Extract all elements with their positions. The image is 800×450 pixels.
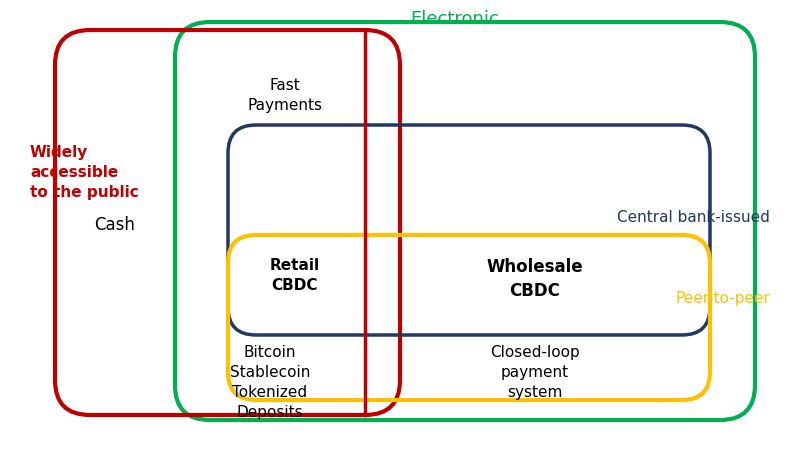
Text: Peer-to-peer: Peer-to-peer bbox=[675, 291, 770, 306]
Text: Widely
accessible
to the public: Widely accessible to the public bbox=[30, 145, 138, 200]
Text: Wholesale
CBDC: Wholesale CBDC bbox=[486, 258, 583, 300]
Text: Tokenized
Deposits: Tokenized Deposits bbox=[233, 385, 307, 420]
Text: Closed-loop
payment
system: Closed-loop payment system bbox=[490, 345, 580, 400]
Text: Stablecoin: Stablecoin bbox=[230, 365, 310, 380]
Text: Central bank-issued: Central bank-issued bbox=[617, 211, 770, 225]
Text: Cash: Cash bbox=[94, 216, 135, 234]
Text: Retail
CBDC: Retail CBDC bbox=[270, 258, 320, 293]
Text: Electronic: Electronic bbox=[410, 10, 499, 28]
Text: Fast
Payments: Fast Payments bbox=[247, 78, 322, 113]
Text: Bitcoin: Bitcoin bbox=[244, 345, 296, 360]
